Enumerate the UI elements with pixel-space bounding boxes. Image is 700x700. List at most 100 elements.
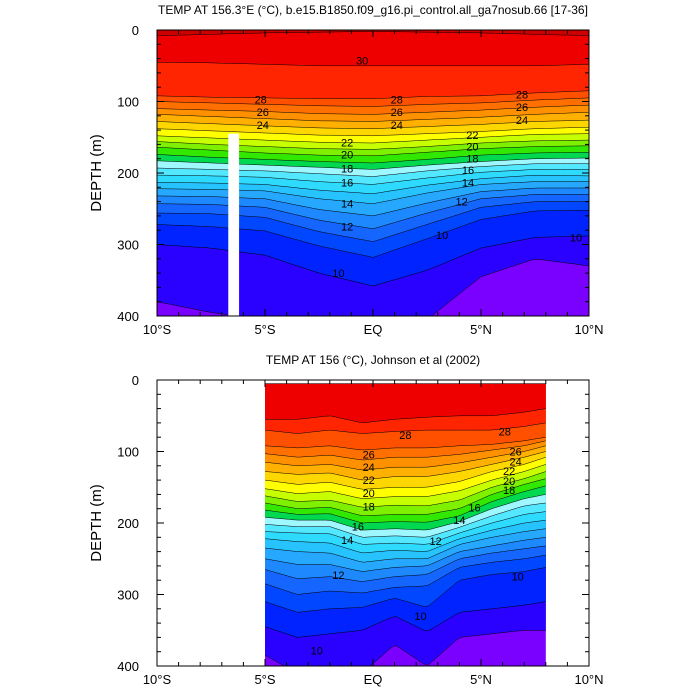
bottom-y-axis-label: DEPTH (m) [88, 484, 105, 562]
contour-band [157, 30, 589, 66]
contour-label: 10 [570, 232, 582, 244]
contour-line [264, 436, 546, 451]
contour-label: 28 [499, 427, 511, 439]
contour-label: 30 [356, 56, 368, 68]
contour-label: 20 [503, 476, 515, 488]
x-tick-label: EQ [364, 672, 383, 687]
contour-label: 10 [332, 268, 344, 280]
contour-label: 24 [363, 462, 375, 474]
contour-label: 24 [257, 120, 269, 132]
contour-label: 26 [509, 447, 521, 459]
contour-line [264, 554, 546, 595]
contour-label: 14 [453, 515, 465, 527]
bottom-contour-lines [264, 383, 546, 666]
contour-line [157, 104, 589, 115]
contour-label: 26 [516, 102, 528, 114]
contour-label: 18 [503, 485, 515, 497]
contour-label: 28 [391, 94, 403, 106]
contour-label: 20 [363, 488, 375, 500]
contour-label: 20 [341, 149, 353, 161]
contour-line [264, 601, 546, 638]
contour-line [264, 422, 546, 434]
contour-label: 14 [462, 177, 474, 189]
contour-line [264, 511, 546, 545]
x-tick-label: 10°N [574, 672, 603, 687]
bottom-filled-contours [265, 383, 546, 666]
contour-line [265, 408, 546, 424]
bottom-x-axis: 10°S 5°S EQ 5°N 10°N [143, 380, 604, 687]
x-tick-label: 5°N [470, 672, 492, 687]
contour-line [264, 456, 546, 490]
contour-line [264, 567, 546, 613]
x-tick-label: EQ [364, 322, 383, 337]
contour-line [264, 451, 546, 481]
y-tick-label: 300 [117, 238, 139, 253]
contour-label: 20 [466, 142, 478, 154]
contour-line [264, 445, 546, 471]
contour-label: 26 [363, 449, 375, 461]
contour-label: 10 [512, 572, 524, 584]
y-tick-label: 400 [117, 309, 139, 324]
contour-label: 12 [341, 222, 353, 234]
contour-line [157, 119, 589, 129]
contour-label: 18 [363, 502, 375, 514]
contour-label: 10 [311, 645, 323, 657]
contour-line [264, 494, 546, 531]
contour-label: 14 [341, 535, 353, 547]
top-y-axis: 0 100 200 300 400 [117, 23, 589, 324]
y-tick-label: 0 [132, 373, 139, 388]
contour-label: 18 [341, 164, 353, 176]
contour-label: 16 [352, 522, 364, 534]
contour-line [264, 478, 546, 517]
bottom-panel: TEMP AT 156 (°C), Johnson et al (2002) 2… [88, 353, 604, 687]
y-tick-label: 200 [117, 516, 139, 531]
top-panel: TEMP AT 156.3°E (°C), b.e15.B1850.f09_g1… [88, 3, 604, 337]
y-tick-label: 300 [117, 588, 139, 603]
contour-label: 24 [516, 115, 528, 127]
contour-line [264, 440, 546, 461]
contour-label: 24 [391, 120, 403, 132]
y-tick-label: 100 [117, 445, 139, 460]
contour-line [264, 545, 546, 582]
y-tick-label: 200 [117, 166, 139, 181]
contour-label: 28 [516, 89, 528, 101]
contour-line [264, 485, 546, 524]
contour-label: 12 [332, 570, 344, 582]
contour-line [264, 537, 546, 572]
top-no-data-bar [228, 133, 240, 316]
contour-label: 18 [466, 154, 478, 166]
contour-label: 16 [462, 165, 474, 177]
contour-line [264, 630, 546, 666]
contour-line [264, 502, 546, 538]
contour-label: 16 [468, 502, 480, 514]
contour-label: 12 [455, 197, 467, 209]
contour-label: 10 [414, 611, 426, 623]
x-tick-label: 10°N [574, 322, 603, 337]
contour-band [265, 383, 546, 423]
x-tick-label: 10°S [143, 322, 172, 337]
y-tick-label: 400 [117, 659, 139, 674]
contour-line [157, 90, 589, 99]
contour-label: 22 [341, 137, 353, 149]
contour-line [264, 471, 546, 508]
contour-label: 24 [509, 457, 521, 469]
contour-label: 26 [257, 107, 269, 119]
x-tick-label: 5°N [470, 322, 492, 337]
contour-label: 16 [341, 177, 353, 189]
contour-line [264, 519, 546, 554]
top-chart-title: TEMP AT 156.3°E (°C), b.e15.B1850.f09_g1… [158, 3, 588, 17]
contour-line [157, 97, 589, 107]
contour-label: 12 [429, 536, 441, 548]
contour-line [264, 528, 546, 563]
top-x-axis: 10°S 5°S EQ 5°N 10°N [143, 30, 604, 337]
contour-label: 22 [363, 475, 375, 487]
contour-label: 28 [255, 94, 267, 106]
contour-label: 10 [436, 230, 448, 242]
bottom-chart-title: TEMP AT 156 (°C), Johnson et al (2002) [266, 353, 480, 367]
contour-line [157, 126, 589, 137]
